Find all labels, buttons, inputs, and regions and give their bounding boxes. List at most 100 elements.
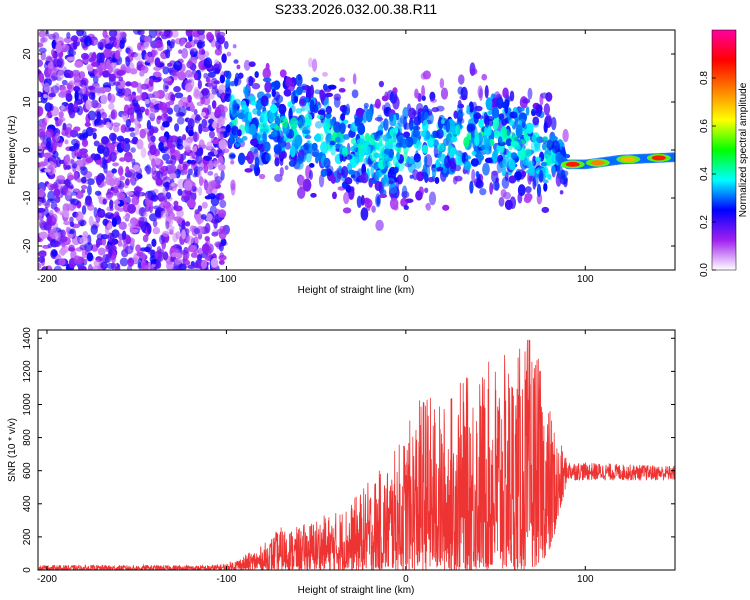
spectral-blob <box>201 201 208 209</box>
spectral-blob <box>87 65 94 72</box>
spectral-blob <box>565 161 580 167</box>
spectral-blob <box>205 213 213 222</box>
spectral-blob <box>352 156 360 167</box>
spectral-blob <box>139 70 145 77</box>
spectral-blob <box>79 244 87 251</box>
spectral-blob <box>332 191 337 200</box>
spectral-blob <box>262 67 272 80</box>
colorbar-tick-label: 0.0 <box>699 263 710 277</box>
figure-title: S233.2026.032.00.38.R11 <box>275 1 438 17</box>
spectral-blob <box>75 211 84 223</box>
spectral-blob <box>198 123 203 135</box>
spectral-blob <box>129 177 136 184</box>
spectral-blob <box>69 221 75 228</box>
spectral-blob <box>103 48 110 59</box>
colorbar-tick-label: 0.6 <box>699 119 710 133</box>
spectral-blob <box>421 130 426 137</box>
spectral-blob <box>55 157 62 168</box>
spectral-blob <box>237 72 244 79</box>
spectral-blob <box>59 185 69 195</box>
spectral-blob <box>136 251 144 257</box>
spectral-blob <box>371 179 377 184</box>
spectral-blob <box>262 113 268 124</box>
spectral-blob <box>190 103 195 113</box>
spectral-blob <box>219 194 225 200</box>
spectral-blob <box>38 250 47 258</box>
spectral-blob <box>109 36 117 41</box>
spectral-blob <box>193 131 198 143</box>
spectral-blob <box>210 257 219 268</box>
spectral-blob <box>297 186 306 199</box>
spectral-blob <box>256 131 264 145</box>
spectral-blob <box>320 168 328 177</box>
spectral-blob <box>213 63 220 70</box>
spectral-blob <box>274 125 281 131</box>
spectral-blob <box>213 80 220 85</box>
spectral-blob <box>325 105 332 115</box>
spectral-blob <box>108 103 115 110</box>
spectral-blob <box>343 192 350 205</box>
spectral-blob <box>45 141 51 149</box>
spectral-blob <box>88 85 95 91</box>
spectral-blob <box>550 116 557 131</box>
spectral-blob <box>269 104 278 114</box>
spectral-blob <box>485 97 493 111</box>
spectral-blob <box>396 151 400 161</box>
spectral-blob <box>428 191 437 206</box>
spectral-blob <box>297 156 304 164</box>
spectral-blob <box>70 35 79 42</box>
spectral-blob <box>421 95 426 101</box>
spectral-blob <box>170 182 176 187</box>
spectral-blob <box>549 135 558 142</box>
x-tick-label: -200 <box>37 574 57 585</box>
spectral-blob <box>532 116 540 126</box>
spectral-blob <box>139 91 147 101</box>
spectral-blob <box>333 121 342 133</box>
spectral-blob <box>283 89 292 97</box>
spectral-blob <box>514 171 522 181</box>
spectral-blob <box>343 134 350 140</box>
colorbar: 0.0 0.2 0.4 0.6 0.8 Normalized spectral ampl… <box>699 29 749 277</box>
y-tick-label: 1000 <box>22 393 33 416</box>
y-tick-label: 10 <box>22 96 33 108</box>
spectral-blob <box>297 115 303 129</box>
spectral-blob <box>160 210 169 219</box>
spectral-blob <box>192 145 198 153</box>
spectral-blob <box>65 226 70 234</box>
spectral-blob <box>100 112 108 119</box>
spectral-blob <box>356 138 365 146</box>
spectral-blob <box>237 138 244 144</box>
spectral-blob <box>100 234 110 240</box>
spectral-blob <box>54 116 59 121</box>
spectral-blob <box>45 128 54 139</box>
spectral-blob <box>232 44 237 49</box>
spectral-blob <box>471 101 478 113</box>
spectral-blob <box>500 188 507 198</box>
spectral-blob <box>434 176 440 184</box>
spectral-blob <box>330 175 336 184</box>
spectral-blob <box>365 108 373 123</box>
spectral-blob <box>101 136 110 145</box>
spectral-blob <box>85 157 94 164</box>
spectral-blob <box>506 150 512 158</box>
spectral-blob <box>79 166 86 171</box>
spectral-blob <box>167 62 173 67</box>
spectral-blob <box>152 226 161 235</box>
spectral-blob <box>211 231 219 237</box>
spectral-blob <box>48 209 54 216</box>
spectral-blob <box>80 176 87 184</box>
spectral-blob <box>339 77 346 82</box>
spectral-blob <box>102 118 108 125</box>
spectral-blob <box>262 131 267 145</box>
spectral-blob <box>214 176 223 185</box>
spectral-blob <box>69 216 74 224</box>
spectral-blob <box>509 119 515 127</box>
spectral-blob <box>484 85 489 99</box>
spectral-blob <box>214 48 222 56</box>
spectral-blob <box>424 154 433 168</box>
spectral-blob <box>207 181 216 191</box>
spectral-blob <box>162 146 169 151</box>
spectral-blob <box>491 170 499 176</box>
spectral-blob <box>497 136 503 146</box>
spectral-blob <box>241 100 247 111</box>
